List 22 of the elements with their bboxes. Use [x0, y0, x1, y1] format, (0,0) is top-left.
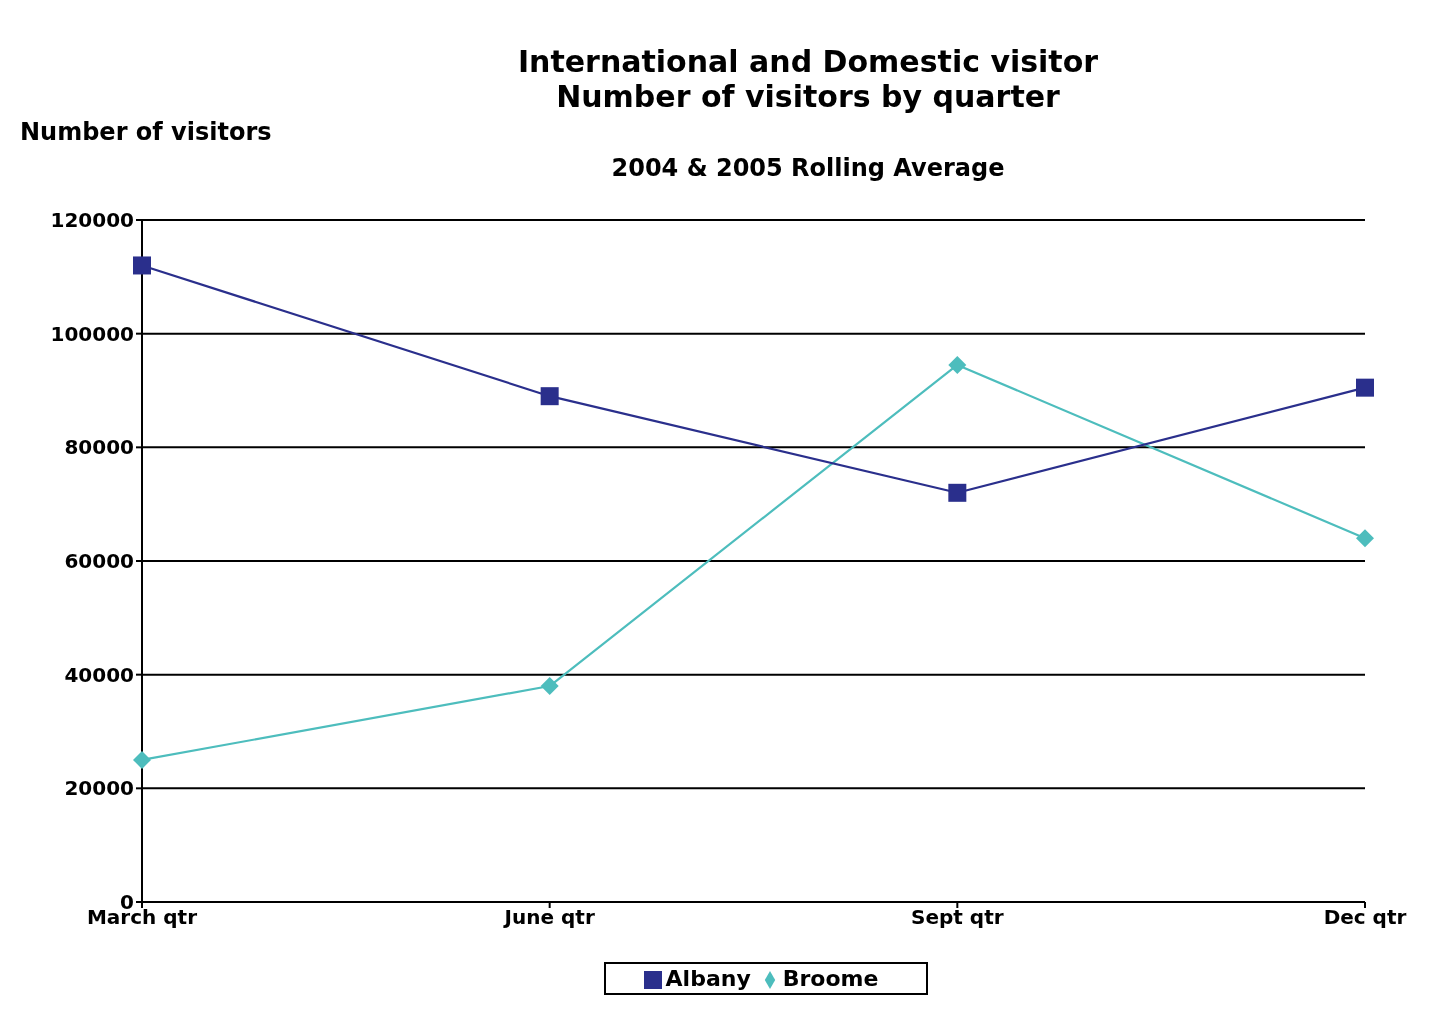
legend-label: Albany: [665, 966, 751, 991]
point: [948, 483, 967, 502]
y-tick-label: 40000: [64, 662, 134, 687]
point: [1356, 378, 1374, 397]
point: [948, 355, 967, 374]
y-axis-title: Number of visitors: [20, 118, 272, 146]
legend-label: Broome: [782, 966, 879, 991]
chart-subtitle: 2004 & 2005 Rolling Average: [610, 154, 1006, 182]
x-tick-label: June qtr: [502, 905, 595, 930]
point: [1356, 529, 1374, 548]
y-tick-label: 80000: [64, 435, 134, 460]
point: [540, 677, 559, 696]
point: [540, 387, 559, 406]
x-tick-label: Sept qtr: [911, 905, 1004, 930]
x-tick-label: Dec qtr: [1323, 905, 1407, 930]
chart-title: International and Domestic visitor Number of visitors by quarter: [516, 44, 1100, 114]
y-tick-label: 100000: [50, 321, 134, 346]
y-tick-label: 20000: [64, 776, 134, 801]
y-tick-label: 120000: [50, 208, 134, 233]
y-tick-label: 60000: [64, 549, 134, 574]
point: [133, 256, 151, 275]
point: [133, 750, 151, 769]
